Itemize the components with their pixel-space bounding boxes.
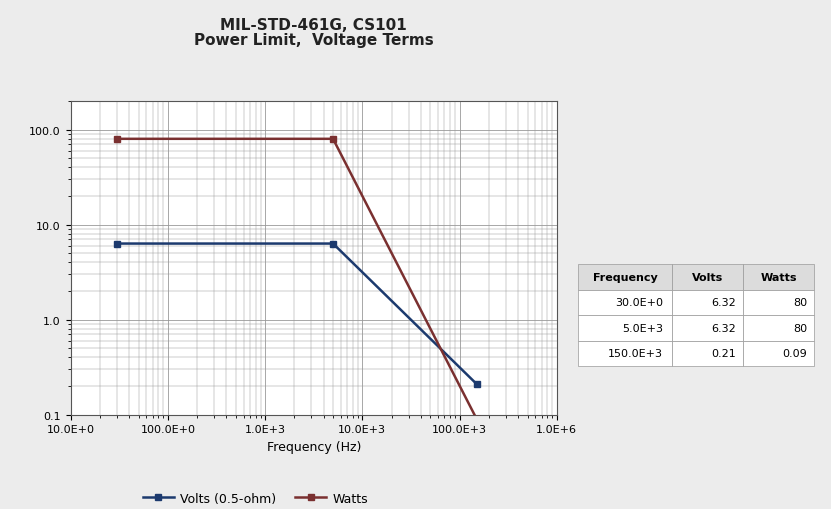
Text: Power Limit,  Voltage Terms: Power Limit, Voltage Terms bbox=[194, 33, 434, 48]
Volts (0.5-ohm) bbox=[328, 241, 338, 247]
Line: Watts: Watts bbox=[114, 136, 480, 422]
Volts (0.5-ohm) bbox=[472, 381, 482, 387]
Watts bbox=[112, 136, 122, 143]
Watts bbox=[328, 136, 338, 143]
Volts (0.5-ohm) bbox=[112, 241, 122, 247]
Text: MIL-STD-461G, CS101: MIL-STD-461G, CS101 bbox=[220, 18, 407, 33]
Line: Volts (0.5-ohm): Volts (0.5-ohm) bbox=[114, 241, 480, 388]
X-axis label: Frequency (Hz): Frequency (Hz) bbox=[267, 440, 361, 453]
Watts bbox=[472, 416, 482, 422]
Legend: Volts (0.5-ohm), Watts: Volts (0.5-ohm), Watts bbox=[138, 487, 373, 509]
